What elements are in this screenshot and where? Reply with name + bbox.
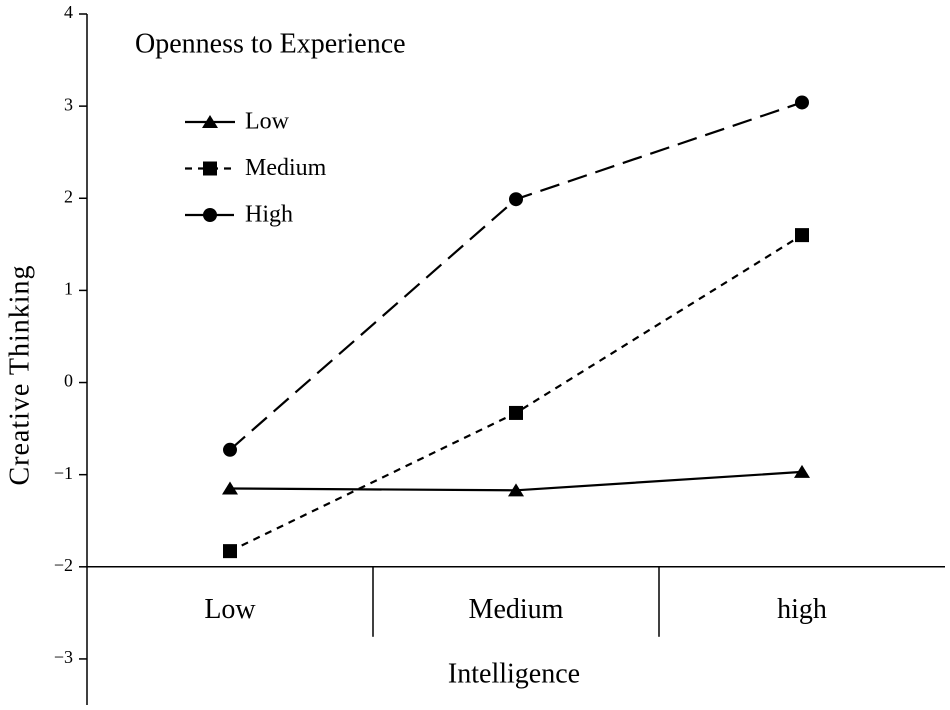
data-point (509, 405, 523, 420)
y-tick-label: 0 (64, 371, 73, 391)
data-point (223, 544, 237, 559)
x-tick-label: Medium (469, 594, 564, 625)
legend-marker (202, 115, 218, 128)
y-tick-label: 2 (64, 186, 73, 206)
data-point (508, 483, 524, 497)
series-line (229, 234, 803, 553)
y-tick-label: −1 (54, 463, 73, 483)
y-tick-label: −2 (54, 555, 73, 575)
x-tick-label: high (777, 594, 827, 625)
data-point (223, 442, 237, 457)
y-tick-label: 1 (64, 279, 73, 299)
data-point (795, 228, 809, 243)
legend-label: Low (245, 109, 290, 135)
y-axis-label: Creative Thinking (4, 265, 35, 486)
chart-title: Openness to Experience (135, 28, 406, 59)
y-tick-label: −3 (54, 647, 73, 667)
legend-marker (203, 161, 217, 176)
y-tick-label: 3 (64, 94, 73, 114)
legend-marker (203, 208, 217, 222)
data-point (509, 192, 523, 207)
data-point (222, 481, 238, 495)
data-point (794, 464, 810, 478)
x-axis-label: Intelligence (448, 658, 580, 689)
legend-label: Medium (245, 155, 327, 181)
y-tick-label: 4 (64, 2, 73, 22)
data-point (795, 95, 809, 110)
x-tick-label: Low (204, 594, 256, 625)
legend-label: High (245, 202, 293, 228)
